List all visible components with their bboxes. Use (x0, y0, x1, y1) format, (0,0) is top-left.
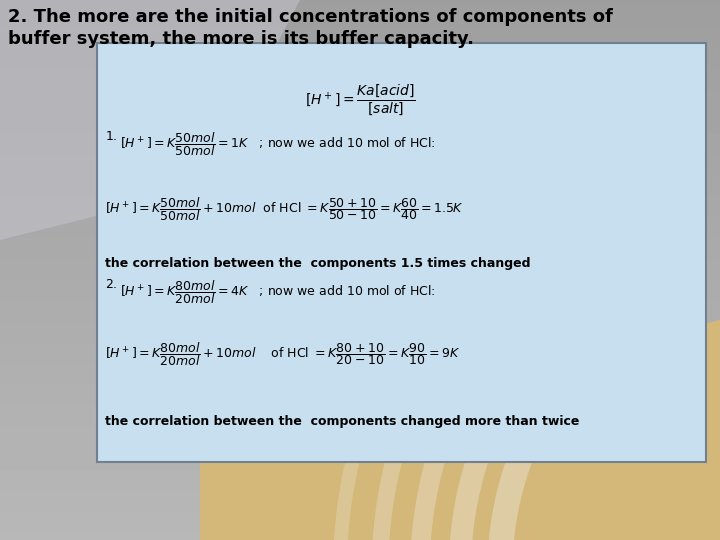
Text: $[H^+] = K\dfrac{80mol}{20mol} + 10mol$    of HCl $= K\dfrac{80+10}{20-10} = K\d: $[H^+] = K\dfrac{80mol}{20mol} + 10mol$ … (105, 340, 460, 368)
Text: $[H^+] = K\dfrac{50mol}{50mol} + 10mol$  of HCl $= K\dfrac{50+10}{50-10} = K\dfr: $[H^+] = K\dfrac{50mol}{50mol} + 10mol$ … (105, 195, 464, 223)
Text: $2.$: $2.$ (105, 278, 117, 291)
Text: the correlation between the  components 1.5 times changed: the correlation between the components 1… (105, 257, 531, 270)
Text: $1.$: $1.$ (105, 130, 117, 143)
Text: $[H^+] = \dfrac{Ka[acid]}{[salt]}$: $[H^+] = \dfrac{Ka[acid]}{[salt]}$ (305, 82, 415, 117)
FancyBboxPatch shape (97, 43, 706, 462)
Polygon shape (0, 0, 300, 240)
Text: the correlation between the  components changed more than twice: the correlation between the components c… (105, 415, 580, 428)
Text: $[H^+] = K\dfrac{50mol}{50mol} = 1K$   ; now we add 10 mol of HCl:: $[H^+] = K\dfrac{50mol}{50mol} = 1K$ ; n… (120, 130, 436, 158)
Text: buffer system, the more is its buffer capacity.: buffer system, the more is its buffer ca… (8, 30, 474, 48)
Text: $[H^+] = K\dfrac{80mol}{20mol} = 4K$   ; now we add 10 mol of HCl:: $[H^+] = K\dfrac{80mol}{20mol} = 4K$ ; n… (120, 278, 436, 306)
Polygon shape (200, 320, 720, 540)
Text: 2. The more are the initial concentrations of components of: 2. The more are the initial concentratio… (8, 8, 613, 26)
